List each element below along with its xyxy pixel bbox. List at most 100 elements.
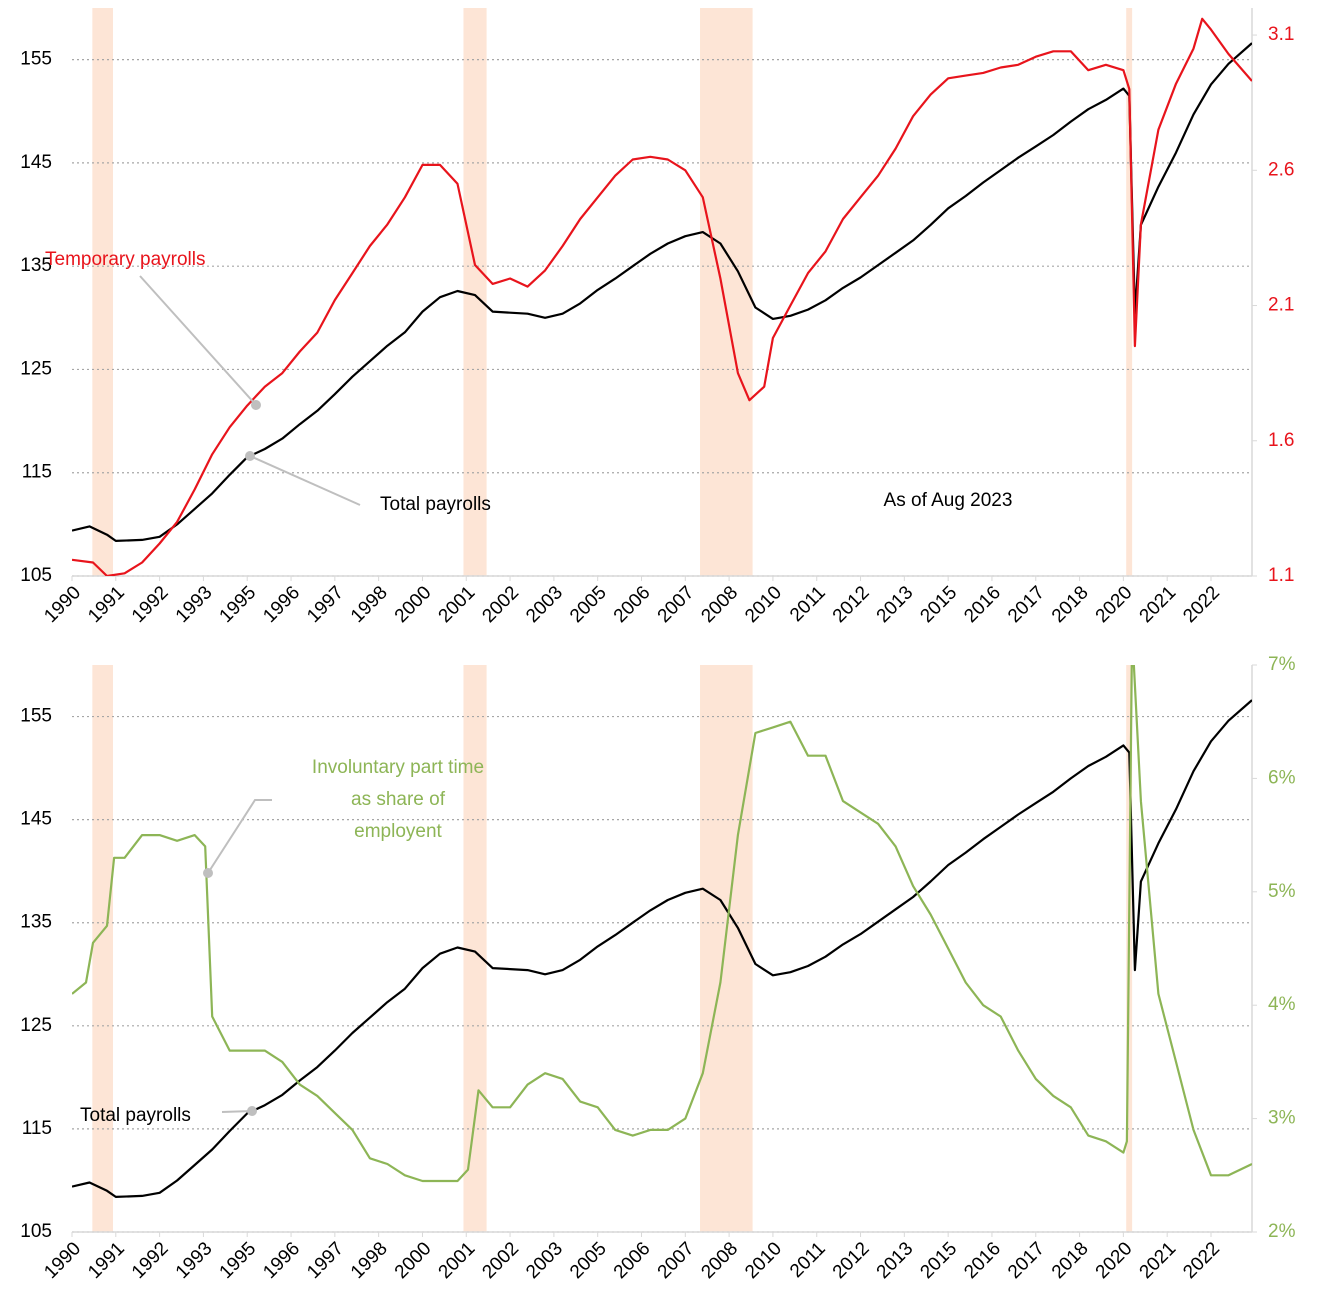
x-tick-label: 2007 [654,582,699,627]
y2-tick-label: 4% [1268,994,1296,1015]
x-tick-label: 2015 [916,1238,961,1283]
annotation: As of Aug 2023 [884,490,1013,511]
y-tick-label: 135 [20,255,52,276]
x-tick-label: 1991 [84,1238,129,1283]
x-tick-label: 2001 [435,1238,480,1283]
leader-dot [203,868,213,878]
series-line [72,665,1252,1183]
series-group [72,665,1252,1198]
x-tick-label: 1997 [303,582,348,627]
x-tick-label: 2022 [1179,582,1224,627]
leader-line [249,455,361,506]
recession-band [1126,8,1133,576]
y-tick-label: 105 [20,1221,52,1242]
y2-tick-label: 3% [1268,1108,1296,1129]
x-tick-label: 2003 [522,582,567,627]
x-tick-label: 1996 [259,582,304,627]
x-tick-label: 2002 [478,1238,523,1283]
recession-band [92,665,114,1232]
x-tick-label: 2000 [391,1238,436,1283]
x-tick-label: 2006 [610,1238,655,1283]
series-line [72,17,1252,576]
x-tick-label: 1995 [216,1238,261,1283]
x-tick-label: 2000 [391,582,436,627]
y2-tick-label: 3.1 [1268,24,1294,45]
y2-tick-label: 6% [1268,767,1296,788]
x-tick-label: 2018 [1048,582,1093,627]
leader-line [207,799,272,874]
y2-tick-label: 2.1 [1268,295,1294,316]
x-tick-label: 2016 [960,1238,1005,1283]
x-tick-label: 1992 [128,582,173,627]
x-tick-label: 2006 [610,582,655,627]
series-label: as share of [351,789,446,810]
leader-dot [247,1106,257,1116]
x-tick-label: 2021 [1136,1238,1181,1283]
series-label: Involuntary part time [312,757,484,778]
x-tick-label: 2005 [566,1238,611,1283]
x-tick-label: 2020 [1092,1238,1137,1283]
y-tick-label: 115 [22,462,52,483]
y2-tick-label: 2.6 [1268,159,1294,180]
y2-tick-label: 2% [1268,1221,1296,1242]
y-tick-label: 145 [20,152,52,173]
recession-band [700,665,753,1232]
y2-tick-label: 1.6 [1268,430,1294,451]
series-group [72,17,1252,576]
y-tick-label: 155 [20,49,52,70]
x-tick-label: 2010 [741,582,786,627]
leader-line [139,275,257,406]
series-line [72,699,1252,1198]
series-label: employent [354,821,442,842]
series-label: Total payrolls [80,1105,191,1126]
leader-dot [251,400,261,410]
x-tick-label: 2011 [786,1238,830,1282]
y-tick-label: 135 [20,912,52,933]
x-tick-label: 2002 [478,582,523,627]
x-tick-label: 1998 [347,582,392,627]
leader-line [221,1110,253,1113]
x-tick-label: 1996 [259,1238,304,1283]
x-tick-label: 2007 [654,1238,699,1283]
x-tick-label: 2013 [873,1238,918,1283]
x-tick-label: 2022 [1179,1238,1224,1283]
x-tick-label: 2017 [1004,1238,1049,1283]
x-tick-label: 2017 [1004,582,1049,627]
y2-tick-label: 5% [1268,881,1296,902]
x-tick-label: 2021 [1136,582,1181,627]
x-tick-label: 1995 [216,582,261,627]
recession-band [92,8,114,576]
y-tick-label: 115 [22,1118,52,1139]
x-tick-label: 1990 [40,582,85,627]
series-label: Total payrolls [380,494,491,515]
x-tick-label: 2001 [435,582,480,627]
x-tick-label: 2010 [741,1238,786,1283]
x-tick-label: 2012 [829,582,874,627]
y2-tick-label: 1.1 [1268,565,1294,586]
y-tick-label: 155 [20,706,52,727]
series-label: Temporary payrolls [45,249,206,270]
series-line [72,42,1252,542]
x-tick-label: 1990 [40,1238,85,1283]
x-tick-label: 2008 [697,1238,742,1283]
x-tick-label: 2015 [916,582,961,627]
y-tick-label: 145 [20,809,52,830]
y2-tick-label: 7% [1268,654,1296,675]
recession-band [463,665,487,1232]
x-tick-label: 2013 [873,582,918,627]
x-tick-label: 1998 [347,1238,392,1283]
x-tick-label: 1991 [84,582,129,627]
recession-band [700,8,753,576]
x-tick-label: 2008 [697,582,742,627]
x-tick-label: 2020 [1092,582,1137,627]
recession-band [463,8,487,576]
y-tick-label: 125 [20,358,52,379]
x-tick-label: 2018 [1048,1238,1093,1283]
x-tick-label: 2012 [829,1238,874,1283]
x-tick-label: 1992 [128,1238,173,1283]
x-tick-label: 1993 [172,582,217,627]
x-tick-label: 1997 [303,1238,348,1283]
